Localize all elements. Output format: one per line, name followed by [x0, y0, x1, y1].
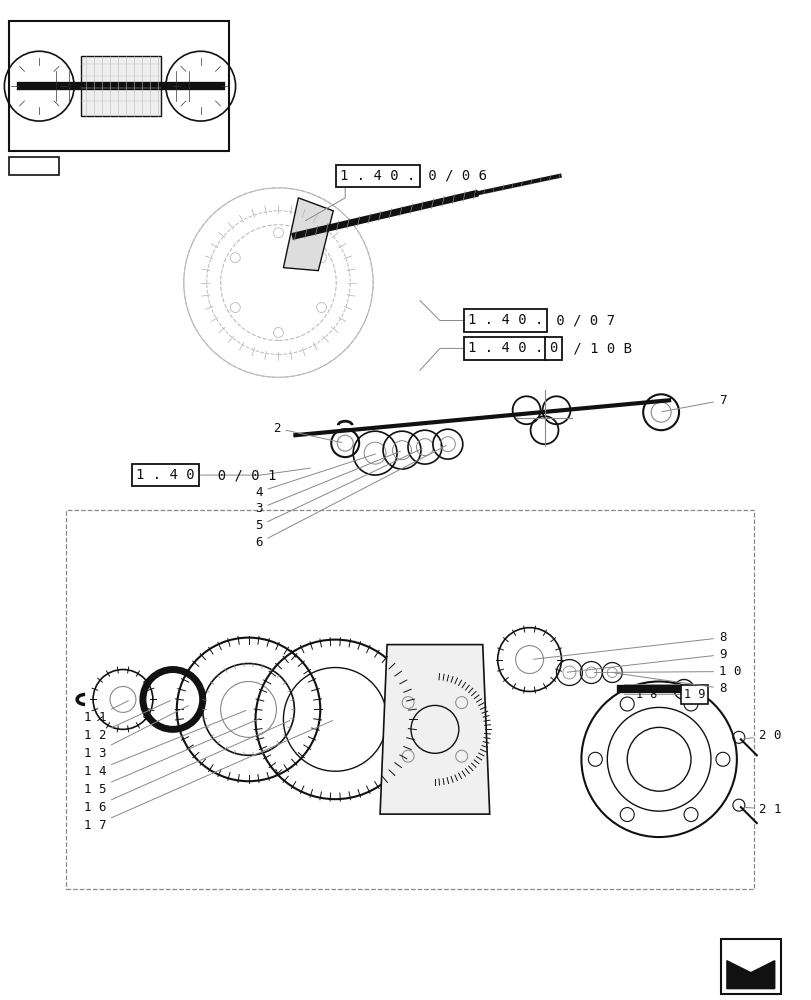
Text: 0 / 0 7: 0 / 0 7 [547, 314, 614, 328]
Text: 1 6: 1 6 [84, 721, 290, 814]
Text: 1 5: 1 5 [84, 718, 260, 796]
Text: 1 . 4 0 .: 1 . 4 0 . [340, 169, 415, 183]
Text: 1 1: 1 1 [84, 701, 128, 724]
Text: 1 . 4 0 .: 1 . 4 0 . [467, 314, 543, 328]
Bar [10, 157, 59, 175]
Text: 1 4: 1 4 [84, 710, 246, 778]
Text: 9: 9 [567, 648, 726, 672]
Text: 8: 8 [533, 631, 726, 659]
Text: 2 1: 2 1 [743, 803, 780, 816]
Bar [81, 56, 161, 116]
Text: 1 0: 1 0 [594, 665, 740, 678]
Text: 1 8: 1 8 [635, 688, 656, 701]
Text: 2 0: 2 0 [743, 729, 780, 742]
Polygon shape [13, 159, 51, 171]
Bar [66, 510, 753, 889]
Text: 3: 3 [255, 451, 400, 515]
Text: 0 / 0 1: 0 / 0 1 [200, 468, 276, 482]
Text: 1 . 4 0 .: 1 . 4 0 . [467, 341, 543, 355]
Text: 1 . 4 0: 1 . 4 0 [135, 468, 195, 482]
Polygon shape [726, 961, 774, 989]
Text: 5: 5 [255, 448, 422, 532]
Text: / 1 0 B: / 1 0 B [564, 341, 632, 355]
Polygon shape [283, 198, 333, 271]
Text: 2: 2 [272, 422, 341, 443]
Text: 7: 7 [661, 394, 726, 412]
Bar [720, 939, 779, 994]
Text: 1 7: 1 7 [84, 721, 333, 832]
Text: 0: 0 [549, 341, 557, 355]
Text: 1 3: 1 3 [84, 706, 188, 760]
Text: 8: 8 [613, 673, 726, 695]
Polygon shape [380, 645, 489, 814]
Text: 6: 6 [255, 445, 446, 549]
Text: 1 2: 1 2 [84, 701, 170, 742]
Bar [10, 21, 229, 151]
Text: 1 9: 1 9 [683, 688, 705, 701]
Text: 0 / 0 6: 0 / 0 6 [419, 169, 487, 183]
Text: 4: 4 [255, 454, 375, 499]
